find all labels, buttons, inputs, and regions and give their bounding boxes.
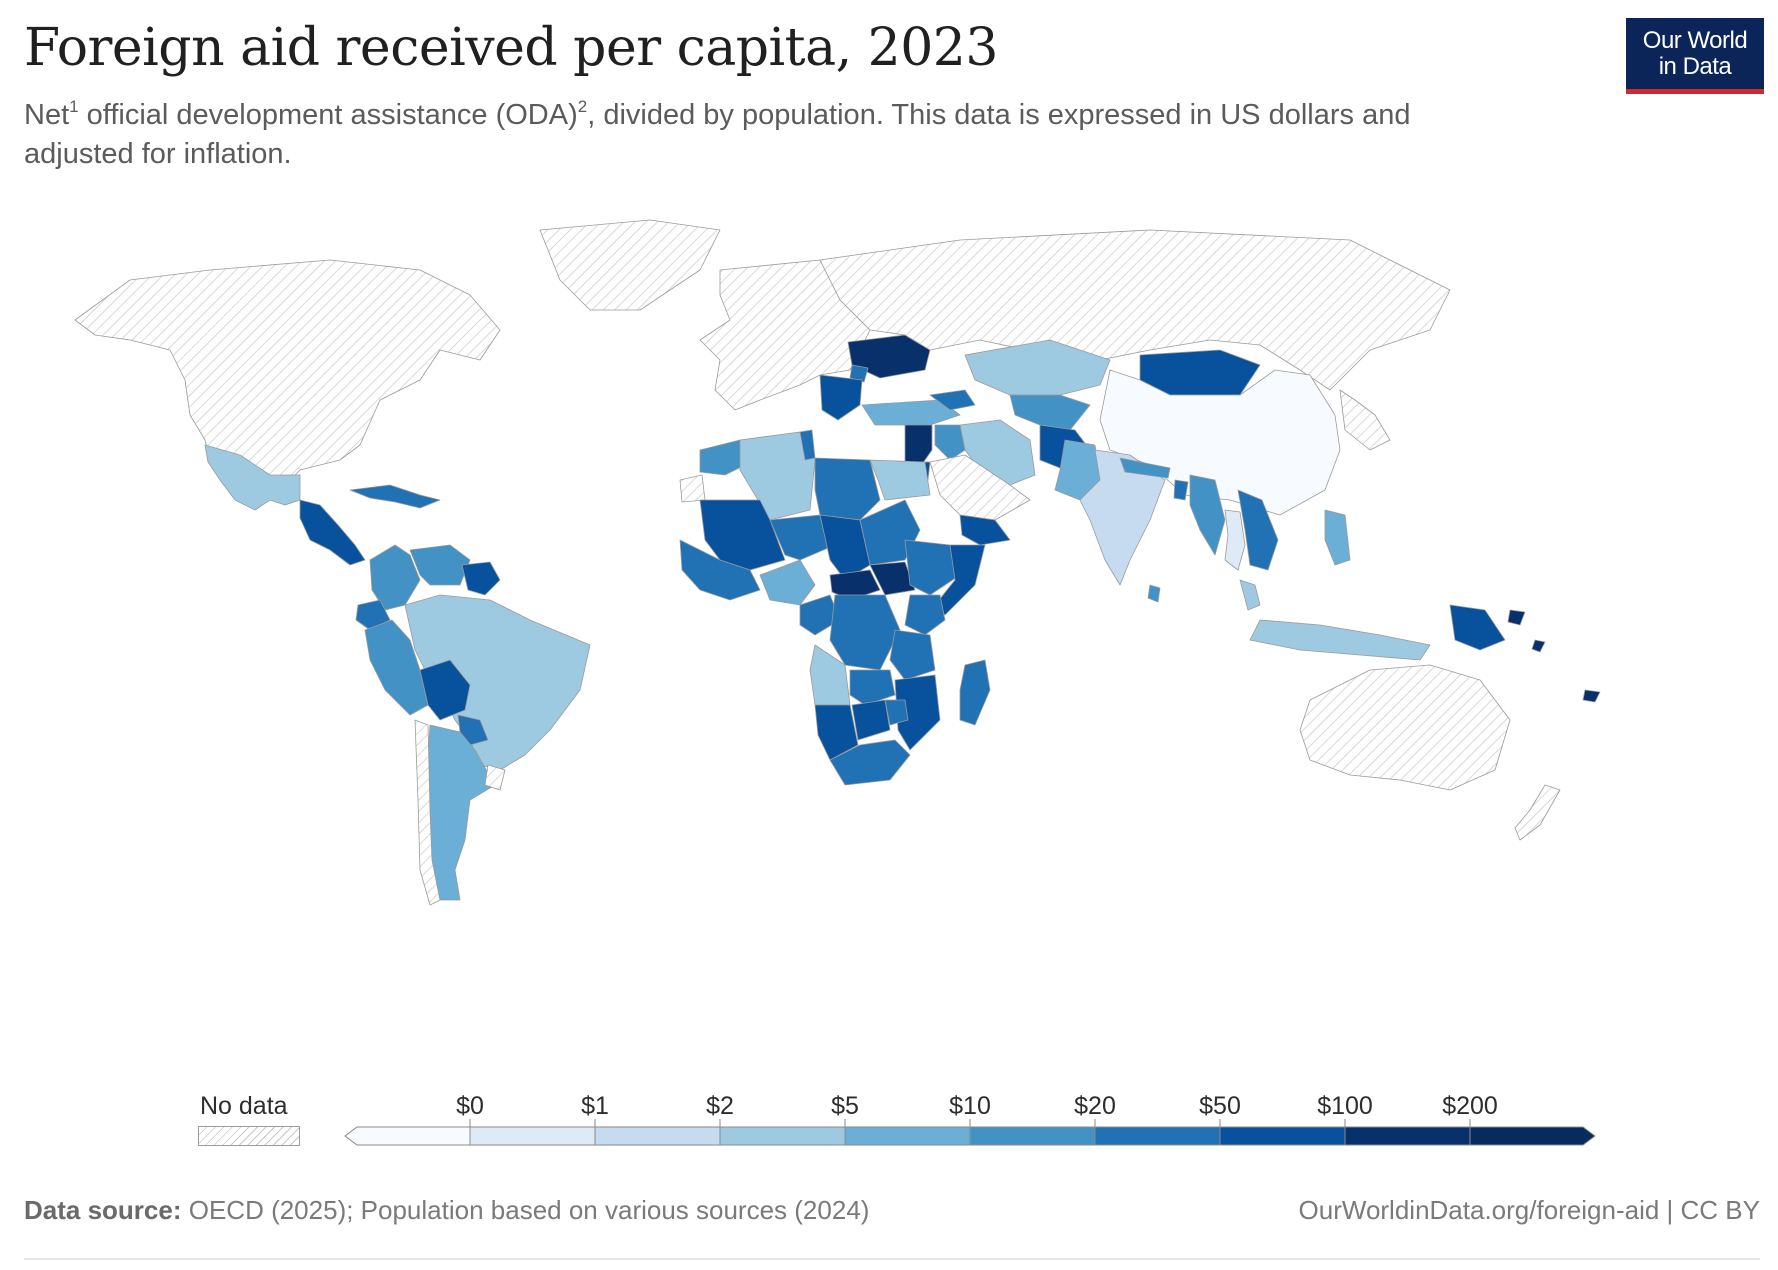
- country-egypt[interactable]: [869, 459, 931, 501]
- country-thailand[interactable]: [1224, 509, 1246, 571]
- map-regions: [74, 219, 1601, 906]
- legend-tick-label: $2: [706, 1092, 734, 1120]
- legend-tick-label: $20: [1074, 1092, 1116, 1120]
- country-new-zealand[interactable]: [1514, 784, 1561, 841]
- country-namibia[interactable]: [814, 704, 859, 761]
- owid-logo[interactable]: Our World in Data: [1626, 18, 1764, 94]
- legend-tick-label: $100: [1317, 1092, 1373, 1120]
- logo-line-2: in Data: [1658, 53, 1732, 80]
- country-yemen[interactable]: [959, 514, 1011, 546]
- legend-bin-6[interactable]: [1094, 1126, 1221, 1146]
- country-western-sahara[interactable]: [679, 474, 706, 503]
- data-source-label: Data source:: [24, 1195, 182, 1225]
- country-nepal-bhutan[interactable]: [1119, 457, 1171, 479]
- country-mongolia[interactable]: [1139, 349, 1261, 396]
- legend-no-data-swatch[interactable]: [198, 1126, 300, 1146]
- source-url-license[interactable]: OurWorldinData.org/foreign-aid | CC BY: [1298, 1195, 1760, 1225]
- country-colombia[interactable]: [369, 544, 421, 611]
- legend-color-bar: [344, 1119, 1596, 1146]
- country-indonesia[interactable]: [1249, 619, 1431, 661]
- color-legend: No data $0 $1 $2 $5 $10 $20 $50 $100 $200: [0, 1080, 1778, 1160]
- country-south-africa[interactable]: [829, 739, 911, 786]
- chart-title: Foreign aid received per capita, 2023: [24, 18, 998, 78]
- country-paraguay[interactable]: [457, 714, 489, 746]
- country-ethiopia[interactable]: [904, 539, 961, 596]
- country-mexico[interactable]: [204, 444, 301, 511]
- legend-tick-label: $50: [1199, 1092, 1241, 1120]
- legend-tick-label: $5: [831, 1092, 859, 1120]
- country-malaysia[interactable]: [1239, 579, 1261, 611]
- country-dr-congo[interactable]: [829, 594, 901, 671]
- legend-tick-label: $0: [456, 1092, 484, 1120]
- country-mauritania-mali[interactable]: [699, 499, 786, 571]
- country-papua-new-guinea[interactable]: [1449, 604, 1506, 651]
- country-guyana-suriname[interactable]: [461, 561, 501, 596]
- country-west-africa-coast[interactable]: [679, 539, 761, 601]
- country-iraq[interactable]: [934, 424, 966, 461]
- subtitle-text-3: , divided by population. This data is ex…: [24, 99, 1411, 170]
- country-pacific-islands[interactable]: [1507, 609, 1601, 703]
- country-russia[interactable]: [819, 229, 1451, 391]
- legend-bin-3[interactable]: [719, 1126, 846, 1146]
- country-somalia[interactable]: [934, 544, 986, 616]
- country-japan-korea[interactable]: [1339, 389, 1391, 451]
- country-iran[interactable]: [959, 419, 1036, 486]
- country-venezuela[interactable]: [409, 544, 471, 586]
- country-tanzania[interactable]: [889, 629, 936, 681]
- legend-bin-2[interactable]: [594, 1126, 721, 1146]
- country-philippines[interactable]: [1324, 509, 1351, 566]
- country-myanmar[interactable]: [1189, 474, 1226, 556]
- country-saudi-arabia-gulf[interactable]: [929, 454, 1031, 521]
- country-central-america[interactable]: [299, 499, 366, 566]
- country-balkans[interactable]: [819, 374, 863, 421]
- data-source: Data source: OECD (2025); Population bas…: [24, 1195, 869, 1226]
- legend-bin-0[interactable]: [344, 1126, 471, 1146]
- country-madagascar[interactable]: [959, 659, 991, 726]
- legend-no-data-label: No data: [200, 1092, 288, 1120]
- country-syria-lebanon[interactable]: [904, 424, 933, 471]
- country-sri-lanka[interactable]: [1147, 584, 1161, 603]
- world-map[interactable]: [0, 200, 1778, 1030]
- footnote-ref-2[interactable]: 2: [577, 97, 588, 116]
- legend-bin-8[interactable]: [1344, 1126, 1471, 1146]
- bottom-divider: [24, 1258, 1760, 1260]
- country-turkey[interactable]: [861, 399, 961, 426]
- country-chile[interactable]: [414, 719, 441, 906]
- legend-bin-1[interactable]: [469, 1126, 596, 1146]
- legend-bin-5[interactable]: [969, 1126, 1096, 1146]
- legend-bin-9[interactable]: [1469, 1126, 1596, 1146]
- country-kazakhstan[interactable]: [964, 339, 1111, 396]
- footnote-ref-1[interactable]: 1: [69, 97, 79, 116]
- logo-line-1: Our World: [1642, 27, 1748, 54]
- country-central-asia[interactable]: [1009, 394, 1091, 431]
- country-south-sudan[interactable]: [869, 561, 916, 596]
- country-cameroon-gabon[interactable]: [799, 594, 841, 636]
- legend-bin-7[interactable]: [1219, 1126, 1346, 1146]
- chart-subtitle: Net1 official development assistance (OD…: [24, 96, 1524, 174]
- country-north-america[interactable]: [74, 259, 501, 501]
- legend-bin-4[interactable]: [844, 1126, 971, 1146]
- country-bangladesh[interactable]: [1173, 479, 1189, 501]
- country-caribbean[interactable]: [349, 484, 441, 509]
- country-greenland[interactable]: [539, 219, 721, 311]
- country-zambia[interactable]: [849, 669, 896, 706]
- country-nigeria[interactable]: [759, 559, 816, 606]
- legend-tick-label: $200: [1442, 1092, 1498, 1120]
- data-source-text: OECD (2025); Population based on various…: [181, 1195, 870, 1225]
- country-laos-cambodia-vietnam[interactable]: [1237, 489, 1279, 571]
- country-zimbabwe[interactable]: [884, 699, 909, 726]
- country-uruguay[interactable]: [484, 764, 506, 791]
- country-moldova[interactable]: [849, 364, 869, 383]
- subtitle-text-2: official development assistance (ODA): [78, 99, 578, 131]
- country-australia[interactable]: [1299, 664, 1511, 791]
- legend-tick-label: $1: [581, 1092, 609, 1120]
- country-libya[interactable]: [814, 457, 881, 521]
- country-kenya[interactable]: [904, 594, 946, 636]
- legend-tick-label: $10: [949, 1092, 991, 1120]
- country-caucasus[interactable]: [929, 389, 976, 411]
- country-botswana[interactable]: [851, 699, 891, 741]
- subtitle-text-1: Net: [24, 99, 70, 131]
- country-niger[interactable]: [769, 514, 836, 561]
- country-bolivia[interactable]: [419, 659, 471, 721]
